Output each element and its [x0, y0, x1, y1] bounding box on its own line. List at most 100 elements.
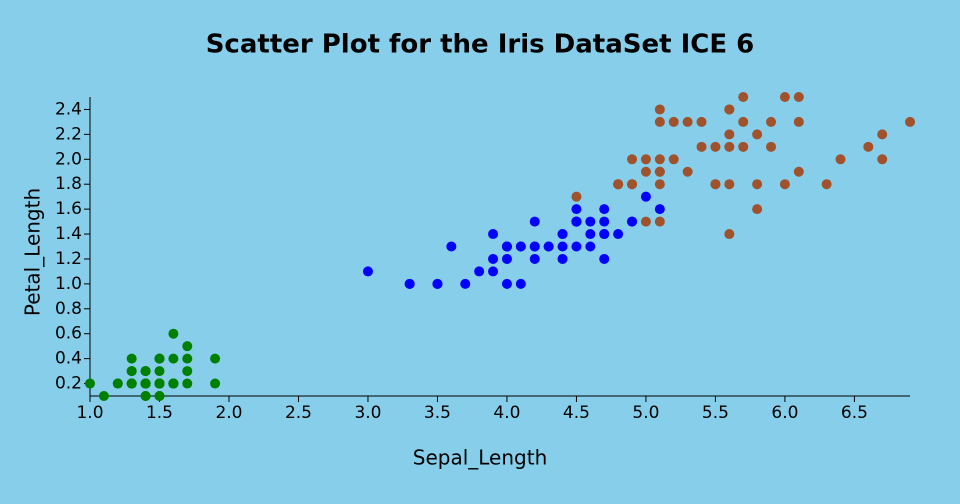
point	[446, 241, 457, 252]
point	[126, 353, 137, 364]
point	[571, 216, 582, 227]
point	[557, 229, 568, 240]
y-axis-label: Petal_Length	[21, 188, 45, 316]
point	[654, 154, 665, 165]
point	[905, 116, 915, 127]
point	[571, 241, 582, 252]
y-tick-label: 1.6	[55, 199, 82, 219]
y-tick-label: 0.2	[55, 374, 82, 394]
point	[529, 253, 540, 264]
point	[501, 241, 512, 252]
point	[126, 378, 137, 389]
point	[682, 116, 693, 127]
point	[779, 179, 790, 190]
point	[488, 229, 499, 240]
point	[752, 204, 763, 215]
point	[168, 378, 179, 389]
point	[432, 278, 443, 289]
point	[404, 278, 415, 289]
point	[140, 366, 151, 377]
point	[752, 129, 763, 140]
point	[766, 141, 777, 152]
point	[154, 391, 165, 401]
point	[529, 216, 540, 227]
point	[154, 378, 165, 389]
point	[488, 253, 499, 264]
y-tick-label: 1.2	[55, 249, 82, 269]
point	[654, 204, 665, 215]
point	[460, 278, 471, 289]
point	[515, 241, 526, 252]
point	[501, 278, 512, 289]
point	[724, 104, 735, 115]
point	[210, 353, 221, 364]
point	[627, 154, 638, 165]
point	[724, 129, 735, 140]
point	[557, 241, 568, 252]
point	[779, 92, 790, 102]
point	[654, 116, 665, 127]
x-tick-label: 4.5	[563, 403, 590, 423]
x-tick-label: 1.0	[76, 403, 103, 423]
point	[654, 104, 665, 115]
x-tick-label: 5.0	[632, 403, 659, 423]
point	[585, 241, 596, 252]
y-tick-label: 0.8	[55, 299, 82, 319]
point	[585, 229, 596, 240]
point	[613, 179, 624, 190]
point	[877, 129, 888, 140]
point	[752, 179, 763, 190]
point	[182, 353, 193, 364]
point	[640, 154, 651, 165]
point	[654, 166, 665, 177]
point	[640, 166, 651, 177]
point	[710, 141, 721, 152]
point	[696, 141, 707, 152]
point	[599, 216, 610, 227]
point	[571, 204, 582, 215]
point	[627, 216, 638, 227]
y-tick-label: 2.4	[55, 99, 82, 119]
point	[182, 378, 193, 389]
point	[599, 229, 610, 240]
x-tick-label: 4.0	[493, 403, 520, 423]
point	[599, 253, 610, 264]
point	[738, 116, 749, 127]
point	[140, 378, 151, 389]
point	[724, 141, 735, 152]
point	[154, 353, 165, 364]
point	[168, 353, 179, 364]
x-tick-label: 3.5	[424, 403, 451, 423]
point	[793, 116, 804, 127]
point	[738, 92, 749, 102]
point	[515, 278, 526, 289]
x-tick-label: 6.0	[771, 403, 798, 423]
point	[85, 378, 95, 389]
y-tick-label: 2.0	[55, 149, 82, 169]
point	[738, 141, 749, 152]
point	[182, 366, 193, 377]
x-tick-label: 5.5	[702, 403, 729, 423]
chart-title: Scatter Plot for the Iris DataSet ICE 6	[206, 30, 755, 60]
point	[140, 391, 151, 401]
x-tick-label: 6.5	[841, 403, 868, 423]
point	[793, 92, 804, 102]
point	[98, 391, 109, 401]
point	[793, 166, 804, 177]
point	[654, 179, 665, 190]
point	[210, 378, 221, 389]
point	[668, 116, 679, 127]
y-tick-label: 1.4	[55, 224, 82, 244]
y-tick-label: 0.6	[55, 324, 82, 344]
point	[182, 341, 193, 352]
point	[766, 116, 777, 127]
y-tick-label: 1.8	[55, 174, 82, 194]
x-tick-label: 2.0	[215, 403, 242, 423]
x-axis-label: Sepal_Length	[413, 446, 548, 470]
point	[168, 328, 179, 339]
point	[724, 229, 735, 240]
point	[543, 241, 554, 252]
y-tick-label: 1.0	[55, 274, 82, 294]
